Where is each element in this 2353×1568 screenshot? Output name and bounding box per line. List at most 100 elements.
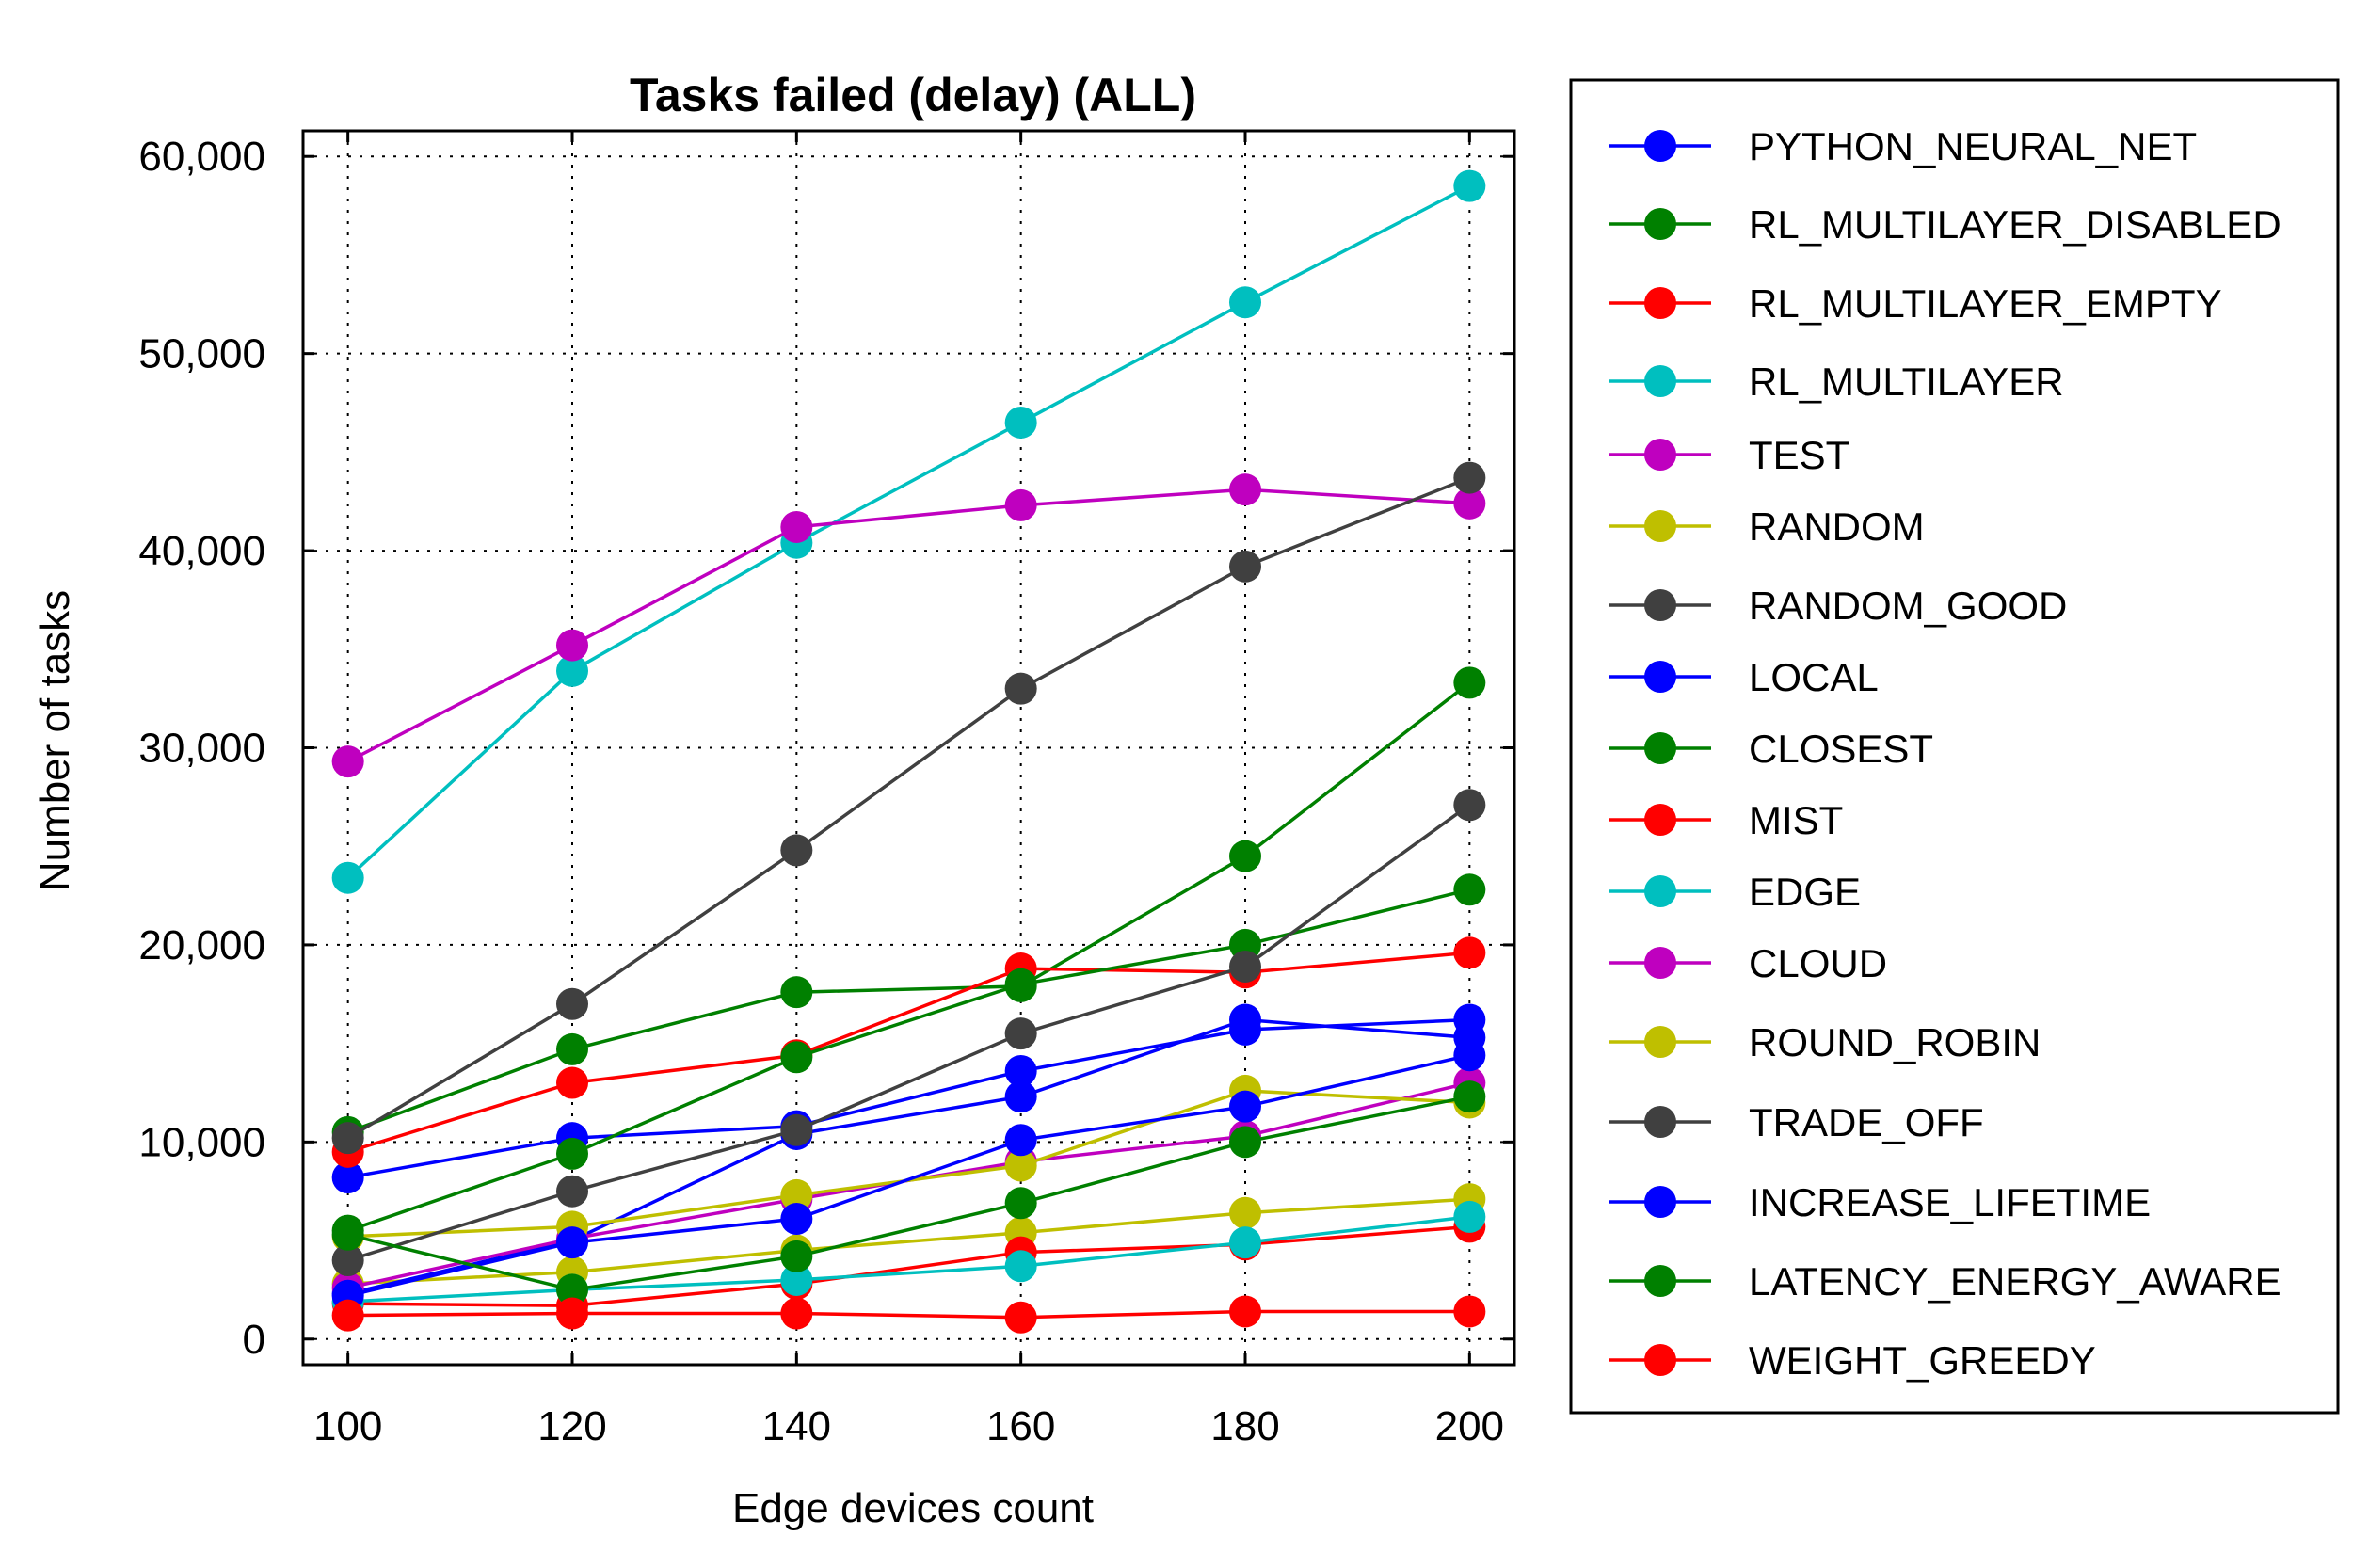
series-python-neural-net	[331, 1003, 1486, 1194]
series-line-round-robin	[347, 1089, 1470, 1239]
series-line-edge	[347, 1215, 1470, 1304]
series-line-latency-energy-aware	[347, 1095, 1470, 1292]
x-tick-label: 100	[313, 1403, 382, 1449]
legend-label: PYTHON_NEURAL_NET	[1749, 124, 2197, 168]
legend-item-cloud: CLOUD	[1609, 941, 1887, 985]
data-point-edge	[780, 1263, 813, 1296]
data-point-random-good	[1004, 672, 1037, 705]
legend-marker	[1644, 1106, 1676, 1138]
x-tick-label: 200	[1435, 1403, 1504, 1449]
y-tick-label: 20,000	[138, 922, 265, 968]
data-point-increase-lifetime	[780, 1203, 813, 1236]
legend-label: RANDOM	[1749, 504, 1925, 549]
series-rl-multilayer	[331, 169, 1486, 894]
legend-marker	[1644, 1344, 1676, 1376]
legend-marker	[1644, 1186, 1676, 1218]
series-rl-multilayer-disabled	[331, 666, 1486, 1148]
data-point-rl-multilayer	[1229, 286, 1261, 319]
data-point-increase-lifetime	[556, 1226, 588, 1259]
data-point-trade-off	[1229, 950, 1261, 983]
series-line-random-good	[346, 475, 1470, 1140]
data-point-edge	[1229, 1226, 1261, 1259]
series-line-trade-off	[347, 803, 1471, 1262]
plot-series	[331, 169, 1486, 1334]
legend-item-closest: CLOSEST	[1609, 727, 1933, 771]
series-line-rl-multilayer-empty	[347, 951, 1470, 1154]
data-point-random	[1229, 1196, 1261, 1229]
legend-marker	[1644, 947, 1676, 979]
legend-marker	[1644, 589, 1676, 621]
series-line-mist	[347, 1224, 1470, 1307]
legend-item-random-good: RANDOM_GOOD	[1609, 584, 2067, 628]
legend-item-mist: MIST	[1609, 798, 1843, 842]
legend-item-python-neural-net: PYTHON_NEURAL_NET	[1609, 124, 2197, 168]
legend-marker	[1644, 130, 1676, 162]
data-point-trade-off	[331, 1244, 364, 1277]
data-point-round-robin	[780, 1178, 813, 1211]
data-point-latency-energy-aware	[1453, 1080, 1486, 1113]
data-point-trade-off	[780, 1113, 813, 1146]
data-point-latency-energy-aware	[780, 1240, 813, 1272]
data-point-latency-energy-aware	[1229, 1126, 1261, 1159]
legend-item-weight-greedy: WEIGHT_GREEDY	[1609, 1338, 2096, 1383]
legend-item-rl-multilayer-disabled: RL_MULTILAYER_DISABLED	[1609, 202, 2281, 247]
legend-marker	[1644, 287, 1676, 319]
series-trade-off	[331, 789, 1486, 1277]
legend-item-random: RANDOM	[1609, 504, 1925, 549]
data-point-local	[1229, 1003, 1261, 1036]
legend-marker	[1644, 1265, 1676, 1297]
series-line-random	[347, 1197, 1470, 1286]
legend-item-rl-multilayer: RL_MULTILAYER	[1609, 360, 2064, 404]
x-tick-label: 160	[986, 1403, 1055, 1449]
data-point-weight-greedy	[556, 1297, 588, 1330]
data-point-rl-multilayer-disabled	[1453, 666, 1486, 699]
series-line-local	[347, 1017, 1470, 1296]
data-point-weight-greedy	[1004, 1301, 1037, 1334]
data-point-increase-lifetime	[1229, 1090, 1261, 1123]
y-tick-label: 0	[243, 1317, 265, 1363]
legend-marker	[1644, 732, 1676, 764]
y-axis-ticks: 0 10,000 20,000 30,000 40,000 50,000 60,000	[138, 134, 1514, 1363]
legend-marker	[1644, 365, 1676, 397]
data-point-rl-multilayer	[1004, 406, 1037, 439]
data-point-random-good	[556, 987, 588, 1020]
data-point-increase-lifetime	[1004, 1124, 1037, 1157]
legend-marker	[1644, 208, 1676, 240]
data-point-trade-off	[1453, 789, 1486, 822]
legend-label: EDGE	[1749, 870, 1861, 914]
data-point-test	[1229, 473, 1261, 506]
x-axis-label: Edge devices count	[732, 1485, 1094, 1531]
legend-item-increase-lifetime: INCREASE_LIFETIME	[1609, 1180, 2151, 1224]
y-axis-label: Number of tasks	[32, 590, 78, 891]
legend-label: LATENCY_ENERGY_AWARE	[1749, 1259, 2281, 1304]
legend-marker	[1644, 875, 1676, 907]
legend-label: INCREASE_LIFETIME	[1749, 1180, 2151, 1224]
data-point-rl-multilayer-empty	[556, 1066, 588, 1099]
series-test	[331, 473, 1486, 778]
y-tick-label: 60,000	[138, 134, 265, 180]
data-point-random-good	[1229, 550, 1261, 583]
data-point-increase-lifetime	[1453, 1039, 1486, 1072]
series-closest	[331, 873, 1486, 1247]
series-random-good	[331, 461, 1486, 1155]
data-point-test	[780, 510, 813, 543]
chart-title: Tasks failed (delay) (ALL)	[630, 69, 1196, 121]
legend-item-local: LOCAL	[1609, 655, 1879, 699]
data-point-trade-off	[556, 1175, 588, 1208]
legend-label: TRADE_OFF	[1749, 1100, 1984, 1144]
data-point-edge	[1453, 1200, 1486, 1233]
legend-label: TEST	[1749, 433, 1849, 477]
data-point-weight-greedy	[1453, 1295, 1486, 1328]
series-weight-greedy	[331, 1295, 1486, 1334]
data-point-rl-multilayer	[331, 861, 364, 894]
x-tick-label: 140	[762, 1403, 831, 1449]
data-point-edge	[1004, 1250, 1037, 1283]
legend-marker	[1644, 804, 1676, 836]
legend-item-trade-off: TRADE_OFF	[1609, 1100, 1984, 1144]
data-point-closest	[780, 1041, 813, 1074]
data-point-test	[556, 629, 588, 662]
y-tick-label: 10,000	[138, 1119, 265, 1165]
series-increase-lifetime	[331, 1039, 1486, 1312]
legend-marker	[1644, 439, 1676, 471]
series-random	[331, 1183, 1486, 1301]
